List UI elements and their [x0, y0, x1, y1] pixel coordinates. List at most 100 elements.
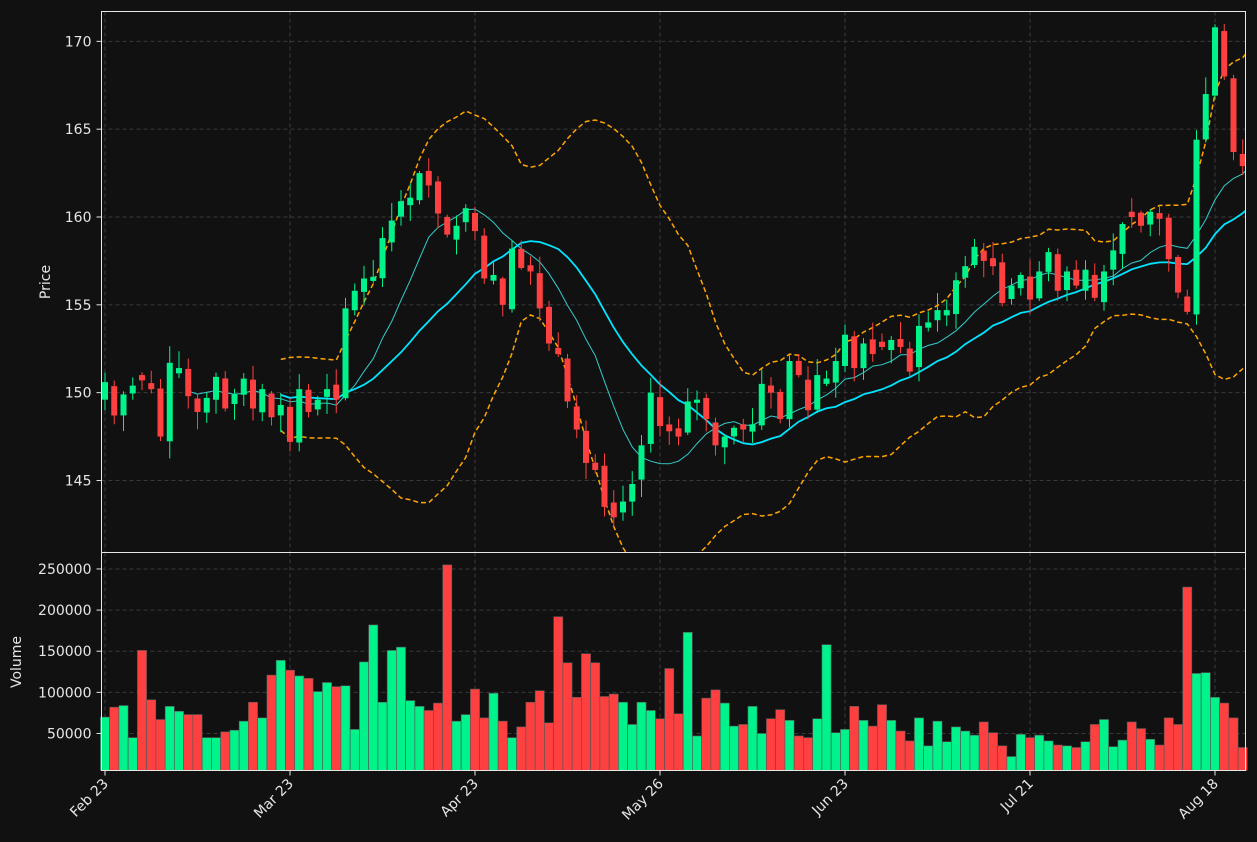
volume-bar	[904, 740, 915, 771]
candle-body	[102, 382, 108, 400]
candle-body	[268, 393, 275, 418]
volume-bar	[1025, 737, 1035, 771]
candle-body	[583, 430, 589, 463]
candle-body	[768, 385, 774, 393]
candle-body	[990, 258, 996, 267]
candle-body	[934, 310, 941, 321]
volume-bar	[969, 734, 980, 771]
candle-body	[980, 250, 987, 261]
volume-bar	[766, 718, 776, 771]
candle-body	[277, 404, 284, 416]
candle-body	[731, 427, 737, 437]
candle-body	[342, 308, 349, 399]
candle-body	[999, 262, 1006, 304]
volume-bar	[340, 685, 351, 771]
candle-body	[555, 347, 562, 355]
volume-bar	[793, 735, 804, 771]
volume-bar	[877, 704, 887, 771]
candle-body	[324, 389, 330, 397]
volume-bar	[627, 724, 638, 771]
candle-body	[786, 361, 793, 420]
candle-body	[231, 394, 238, 404]
volume-bar	[507, 737, 517, 771]
candle-body	[1230, 78, 1237, 153]
candle-body	[916, 325, 922, 368]
volume-bar	[738, 724, 749, 771]
candle-body	[1091, 274, 1098, 298]
volume-bar	[1228, 717, 1239, 771]
volume-bar	[914, 717, 924, 771]
candle-body	[666, 424, 673, 432]
candle-body	[509, 248, 515, 310]
volume-bar	[1136, 728, 1146, 771]
candle-body	[333, 384, 340, 400]
volume-panel-frame	[101, 552, 1246, 771]
volume-bar	[812, 718, 823, 771]
volume-bar	[710, 689, 721, 771]
candle-body	[777, 391, 784, 420]
candle-body	[1184, 296, 1191, 312]
candle-body	[601, 465, 608, 507]
candle-body	[287, 406, 293, 442]
volume-bar	[1163, 717, 1174, 771]
price-tick-label: 160	[65, 210, 92, 226]
candles	[102, 24, 1246, 527]
volume-bar	[303, 678, 314, 771]
candle-body	[749, 424, 756, 432]
volume-bar	[460, 714, 471, 771]
candle-body	[564, 358, 571, 402]
candle-body	[259, 389, 266, 413]
candle-body	[370, 276, 377, 281]
candle-body	[1101, 271, 1107, 303]
volume-bar	[118, 705, 129, 771]
candle-body	[1054, 254, 1061, 291]
volume-bar	[1080, 741, 1091, 771]
volume-bar	[747, 706, 758, 771]
volume-bar	[867, 725, 878, 771]
candle-body	[971, 246, 978, 266]
candle-body	[250, 379, 256, 409]
candle-body	[1064, 271, 1070, 291]
volume-bar	[590, 662, 601, 771]
candle-body	[684, 401, 691, 433]
volume-bar	[155, 719, 166, 771]
candle-body	[703, 398, 710, 420]
volume-tick-label: 100000	[38, 685, 91, 701]
candle-body	[675, 428, 682, 437]
candle-body	[1147, 211, 1154, 225]
price-y-ticks: 145 150 155 160 165 170	[65, 34, 102, 489]
candle-body	[194, 398, 201, 412]
candle-body	[795, 360, 802, 376]
volume-bar	[1145, 738, 1156, 771]
candle-body	[351, 290, 358, 311]
candle-body	[620, 501, 626, 513]
bollinger-bands	[280, 53, 1246, 553]
volume-y-ticks: 50000 100000 150000 200000 250000	[38, 562, 102, 742]
volume-bar	[1043, 740, 1054, 771]
volume-bar	[673, 713, 684, 771]
candle-body	[1008, 285, 1015, 299]
volume-bar	[1173, 724, 1183, 771]
candle-body	[629, 483, 636, 502]
candle-body	[610, 502, 617, 518]
volume-bar	[692, 735, 702, 771]
volume-bar	[479, 717, 490, 771]
volume-bar	[1191, 673, 1202, 771]
candle-body	[240, 378, 247, 395]
volume-bar	[1052, 744, 1063, 771]
volume-bar	[1015, 734, 1026, 771]
volume-tick-label: 50000	[47, 726, 92, 742]
volume-bar	[396, 646, 406, 771]
candle-body	[1165, 217, 1172, 260]
volume-bar	[257, 717, 268, 771]
price-tick-label: 150	[65, 386, 92, 402]
volume-bar	[682, 631, 693, 771]
volume-bar	[1099, 719, 1109, 771]
volume-bar	[923, 745, 934, 771]
candle-body	[305, 389, 312, 412]
bollinger-upper-line	[280, 53, 1246, 376]
candle-body	[139, 375, 145, 381]
volume-bar	[1126, 721, 1137, 771]
